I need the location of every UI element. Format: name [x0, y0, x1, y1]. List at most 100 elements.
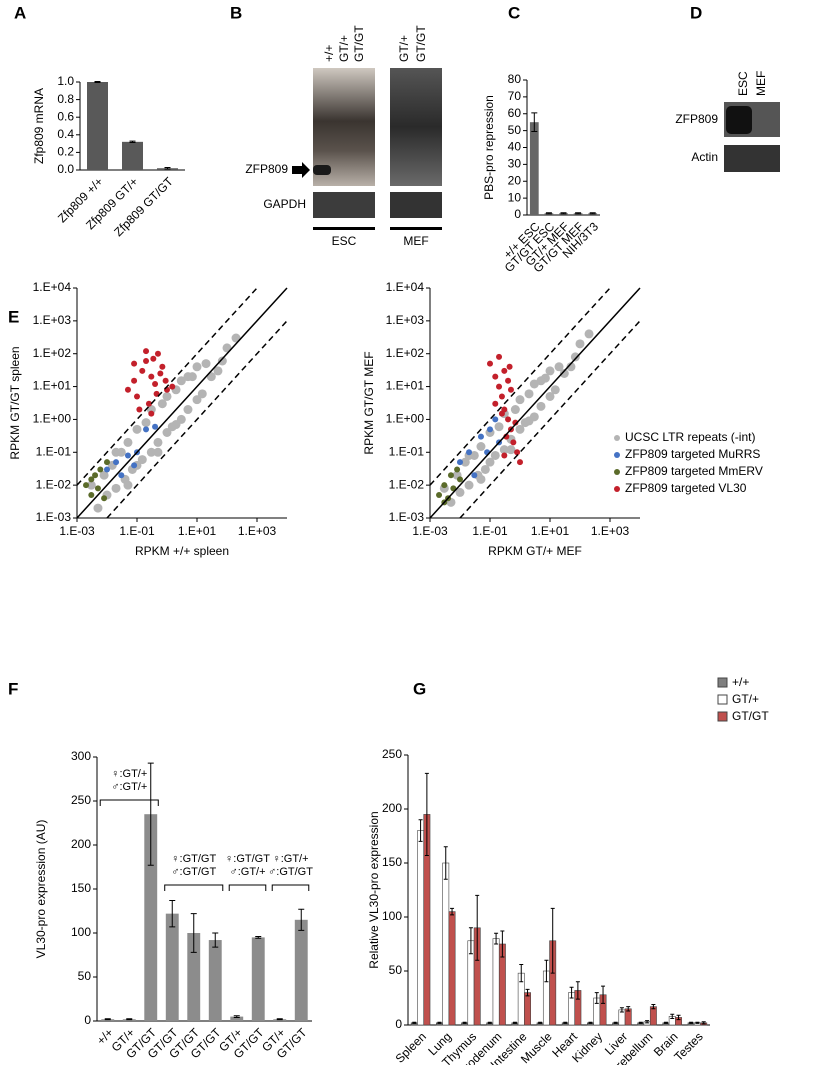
point	[104, 466, 110, 473]
reference-line	[76, 287, 288, 519]
x-tick-label: 1.E+01	[178, 524, 217, 538]
error-bar	[689, 1021, 694, 1024]
point	[517, 459, 523, 466]
blot-b: +/+ GT/+ GT/GT GT/+ GT/GT ZFP809 GAPDH E…	[245, 25, 442, 248]
lane-label: GT/+	[397, 35, 411, 62]
y-tick-label: 250	[71, 793, 91, 807]
point	[139, 367, 146, 374]
error-bar	[212, 932, 219, 948]
point	[213, 366, 223, 376]
error-bar	[169, 899, 176, 928]
error-bar	[588, 1021, 593, 1024]
error-bar	[670, 1013, 675, 1020]
point	[510, 405, 520, 415]
point	[496, 383, 503, 390]
point	[490, 450, 500, 460]
point	[88, 476, 95, 483]
error-bar	[589, 212, 596, 215]
point	[152, 380, 159, 387]
error-bar	[475, 894, 480, 961]
point	[113, 459, 120, 466]
error-bar	[500, 930, 505, 958]
point	[575, 339, 585, 349]
y-tick-label: 1.E+00	[386, 412, 425, 426]
error-bar	[701, 1021, 706, 1025]
point	[159, 363, 166, 370]
error-bar	[601, 985, 606, 1004]
error-bar	[94, 81, 101, 83]
y-tick-label: 1.E+04	[33, 280, 72, 294]
error-bar	[424, 772, 429, 856]
y-tick-label: 1.E+04	[386, 280, 425, 294]
y-tick-label: 0	[84, 1013, 91, 1027]
point	[498, 410, 505, 417]
point	[515, 395, 525, 405]
reference-line	[76, 287, 258, 486]
point	[145, 400, 152, 407]
point	[141, 418, 151, 428]
x-tick-label: Testes	[671, 1029, 705, 1063]
point	[501, 452, 508, 459]
y-tick-label: 1.E+01	[33, 379, 72, 393]
error-bar	[651, 1003, 656, 1010]
point	[150, 355, 157, 362]
y-tick-label: 0.0	[57, 162, 74, 176]
bracket-label: ♀:GT/GT	[225, 853, 270, 865]
point	[476, 474, 486, 484]
point	[485, 457, 495, 467]
x-tick-label: 1.E-01	[472, 524, 508, 538]
blot	[724, 145, 780, 172]
blot-band	[313, 165, 331, 175]
error-bar	[450, 907, 455, 916]
legend-label: ZFP809 targeted VL30	[625, 481, 747, 495]
error-bar	[129, 140, 136, 144]
x-tick-label: 1.E-03	[59, 524, 95, 538]
band-label: ZFP809	[245, 162, 288, 176]
point	[83, 482, 90, 489]
row-label: Actin	[691, 150, 718, 164]
x-tick-label: 1.E-03	[412, 524, 448, 538]
point	[176, 376, 186, 386]
point	[487, 426, 493, 433]
panel-label: E	[8, 307, 19, 326]
point	[501, 367, 508, 374]
panel-label: F	[8, 679, 18, 698]
y-tick-label: 1.E-01	[36, 444, 72, 458]
point	[476, 441, 486, 451]
point	[153, 447, 163, 457]
point	[471, 472, 478, 479]
error-bar	[519, 964, 524, 983]
point	[148, 373, 155, 380]
point	[86, 480, 96, 490]
bracket-label: ♂:GT/GT	[171, 866, 216, 878]
error-bar	[695, 1021, 700, 1024]
error-bar	[626, 1006, 631, 1012]
legend-label: UCSC LTR repeats (-int)	[625, 430, 755, 444]
legend-label: ZFP809 targeted MuRRS	[625, 447, 760, 461]
point	[131, 360, 138, 367]
y-tick-label: 0.6	[57, 109, 74, 123]
y-tick-label: 80	[508, 72, 522, 86]
point	[506, 363, 513, 370]
x-tick-label: 1.E+03	[591, 524, 630, 538]
reference-line	[429, 287, 641, 519]
point	[487, 360, 493, 367]
reference-line	[106, 320, 288, 519]
point	[492, 416, 499, 423]
group-bar	[390, 227, 442, 230]
bracket-label: ♂:GT/+	[111, 781, 147, 793]
point	[499, 445, 509, 455]
y-tick-label: 1.E+01	[386, 379, 425, 393]
error-bar	[645, 1020, 650, 1024]
y-tick-label: 0	[514, 207, 521, 221]
y-tick-label: 1.E-02	[36, 477, 72, 491]
y-tick-label: 1.E+02	[33, 346, 72, 360]
bar	[417, 830, 425, 1026]
error-bar	[550, 907, 555, 974]
error-bar	[545, 212, 552, 215]
y-tick-label: 150	[71, 881, 91, 895]
panel-label: D	[690, 3, 702, 22]
point	[162, 377, 169, 384]
point	[143, 358, 150, 365]
point	[157, 399, 167, 409]
